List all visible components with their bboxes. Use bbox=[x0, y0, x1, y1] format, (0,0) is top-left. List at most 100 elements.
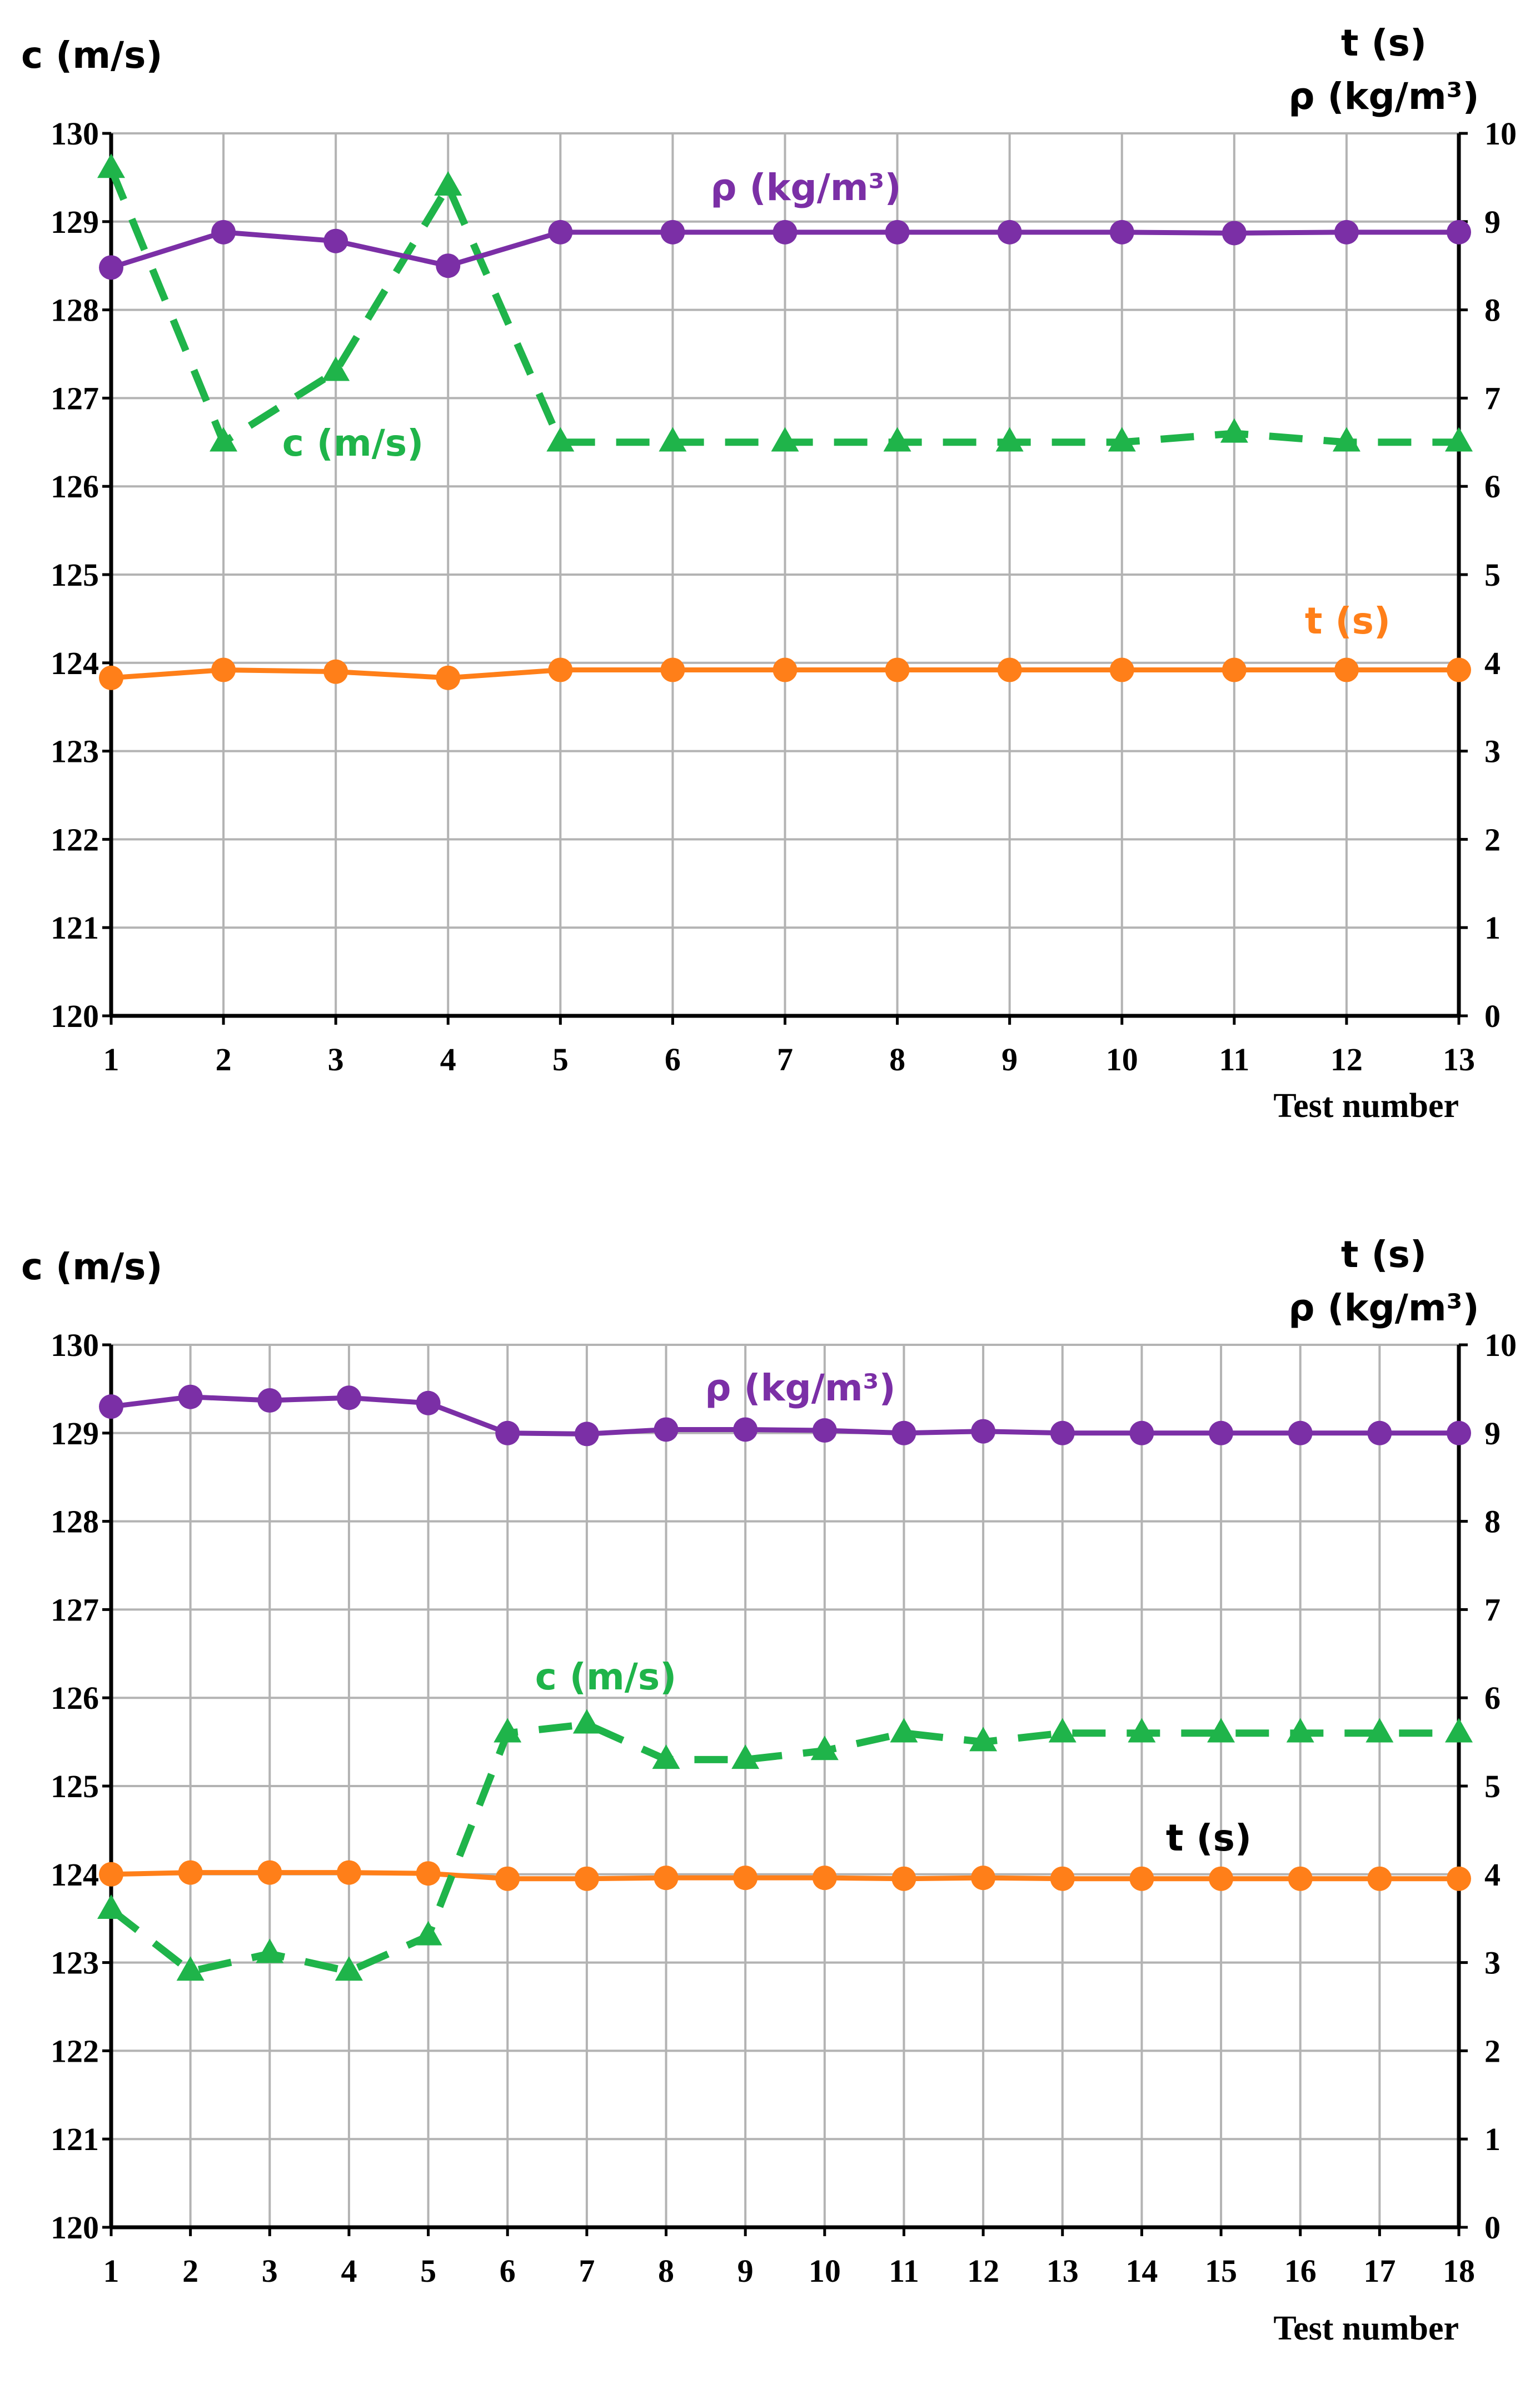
point-marker-c bbox=[771, 427, 799, 452]
y-right-tick-label: 10 bbox=[1484, 116, 1517, 152]
point-marker-t bbox=[574, 1866, 599, 1891]
y-right-tick-label: 6 bbox=[1484, 1680, 1501, 1716]
x-tick-label: 14 bbox=[1125, 2253, 1158, 2289]
point-marker-t bbox=[1367, 1866, 1392, 1891]
series-label-t: t (s) bbox=[1305, 600, 1391, 642]
x-tick-label: 15 bbox=[1205, 2253, 1237, 2289]
x-tick-label: 1 bbox=[103, 2253, 119, 2289]
point-marker-rho bbox=[436, 253, 461, 278]
x-tick-label: 6 bbox=[500, 2253, 516, 2289]
point-marker-t bbox=[336, 1860, 361, 1885]
y-left-tick-label: 125 bbox=[51, 1768, 99, 1804]
left-axis-title: c (m/s) bbox=[21, 1245, 163, 1288]
x-tick-label: 10 bbox=[809, 2253, 841, 2289]
point-marker-t bbox=[1129, 1866, 1154, 1891]
point-marker-t bbox=[1050, 1866, 1075, 1891]
x-tick-label: 13 bbox=[1443, 1041, 1475, 1078]
point-marker-t bbox=[891, 1866, 916, 1891]
y-right-tick-label: 10 bbox=[1484, 1327, 1517, 1363]
chart-2: 120 121 122 123 124 125 126 127 128 129 130 0 1 2 3 4 5 6… bbox=[0, 1211, 1540, 2384]
x-tick-label: 16 bbox=[1284, 2253, 1317, 2289]
series-line-rho bbox=[111, 1394, 1459, 1437]
point-marker-t bbox=[1447, 657, 1471, 682]
x-tick-label: 3 bbox=[262, 2253, 278, 2289]
point-marker-c bbox=[1048, 1718, 1076, 1743]
point-marker-c bbox=[1220, 418, 1248, 443]
point-marker-t bbox=[997, 657, 1022, 682]
point-marker-rho bbox=[416, 1390, 441, 1415]
point-marker-rho bbox=[733, 1417, 758, 1442]
point-marker-rho bbox=[997, 220, 1022, 245]
x-tick-label: 12 bbox=[1330, 1041, 1363, 1078]
series-label-rho: ρ (kg/m³) bbox=[705, 1366, 895, 1409]
point-marker-rho bbox=[336, 1385, 361, 1410]
point-marker-c bbox=[97, 153, 125, 178]
point-marker-c bbox=[890, 1718, 918, 1743]
point-marker-t bbox=[733, 1866, 758, 1891]
x-tick-label: 10 bbox=[1106, 1041, 1138, 1078]
point-marker-rho bbox=[1367, 1420, 1392, 1445]
point-marker-rho bbox=[178, 1384, 203, 1409]
point-marker-c bbox=[494, 1718, 522, 1743]
x-tick-label: 17 bbox=[1363, 2253, 1396, 2289]
point-marker-c bbox=[572, 1709, 601, 1734]
point-marker-rho bbox=[773, 220, 798, 245]
x-tick-label: 5 bbox=[420, 2253, 436, 2289]
point-marker-t bbox=[654, 1866, 679, 1891]
y-left-tick-label: 120 bbox=[51, 2210, 99, 2246]
point-marker-c bbox=[883, 427, 911, 452]
y-right-tick-label: 8 bbox=[1484, 1504, 1501, 1540]
y-right-tick-label: 9 bbox=[1484, 204, 1501, 240]
x-axis-title: Test number bbox=[1273, 1087, 1459, 1125]
y-right-tick-label: 4 bbox=[1484, 1857, 1501, 1893]
point-marker-rho bbox=[1222, 221, 1247, 246]
y-left-tick-label: 120 bbox=[51, 998, 99, 1034]
point-marker-c bbox=[414, 1921, 442, 1946]
series-label-rho: ρ (kg/m³) bbox=[710, 166, 901, 209]
point-marker-c bbox=[969, 1727, 998, 1752]
y-right-tick-label: 3 bbox=[1484, 734, 1501, 770]
point-marker-t bbox=[178, 1860, 203, 1885]
y-left-tick-label: 123 bbox=[51, 1945, 99, 1981]
point-marker-rho bbox=[1109, 220, 1134, 245]
point-marker-rho bbox=[891, 1420, 916, 1445]
y-left-tick-label: 128 bbox=[51, 292, 99, 328]
right-axis-title-t: t (s) bbox=[1341, 22, 1427, 64]
point-marker-t bbox=[885, 657, 910, 682]
chart-1: 120 121 122 123 124 125 126 127 128 129 130 0 1 2 3 4 5 6… bbox=[0, 0, 1540, 1173]
point-marker-c bbox=[1445, 427, 1473, 452]
x-tick-label: 8 bbox=[658, 2253, 674, 2289]
point-marker-t bbox=[257, 1860, 282, 1885]
x-tick-label: 4 bbox=[440, 1041, 456, 1078]
y-right-tick-label: 0 bbox=[1484, 998, 1501, 1034]
point-marker-c bbox=[995, 427, 1024, 452]
x-tick-label: 8 bbox=[889, 1041, 905, 1078]
y-left-tick-label: 121 bbox=[51, 2121, 99, 2157]
x-tick-label: 3 bbox=[328, 1041, 344, 1078]
y-right-tick-label: 8 bbox=[1484, 292, 1501, 328]
point-marker-c bbox=[176, 1956, 205, 1981]
point-marker-rho bbox=[99, 1394, 123, 1419]
x-tick-label: 9 bbox=[737, 2253, 754, 2289]
y-right-tick-label: 5 bbox=[1484, 557, 1501, 593]
right-axis-title-rho: ρ (kg/m³) bbox=[1288, 1286, 1479, 1329]
point-marker-rho bbox=[1209, 1420, 1234, 1445]
point-marker-c bbox=[1207, 1718, 1235, 1743]
y-right-tick-label: 3 bbox=[1484, 1945, 1501, 1981]
point-marker-c bbox=[97, 1894, 125, 1919]
y-left-tick-label: 126 bbox=[51, 1680, 99, 1716]
point-marker-c bbox=[434, 171, 462, 196]
x-tick-label: 7 bbox=[777, 1041, 793, 1078]
y-left-tick-label: 125 bbox=[51, 557, 99, 593]
y-right-tick-label: 4 bbox=[1484, 645, 1501, 681]
point-marker-t bbox=[812, 1866, 837, 1891]
y-left-tick-label: 122 bbox=[51, 2033, 99, 2069]
point-marker-c bbox=[1365, 1718, 1394, 1743]
point-marker-t bbox=[495, 1866, 520, 1891]
point-marker-rho bbox=[211, 220, 236, 245]
point-marker-c bbox=[322, 356, 350, 381]
chart-2-svg: 1201211221231241251261271281291300123456… bbox=[21, 1233, 1517, 2347]
point-marker-t bbox=[211, 657, 236, 682]
point-marker-rho bbox=[495, 1420, 520, 1445]
x-tick-label: 18 bbox=[1443, 2253, 1475, 2289]
